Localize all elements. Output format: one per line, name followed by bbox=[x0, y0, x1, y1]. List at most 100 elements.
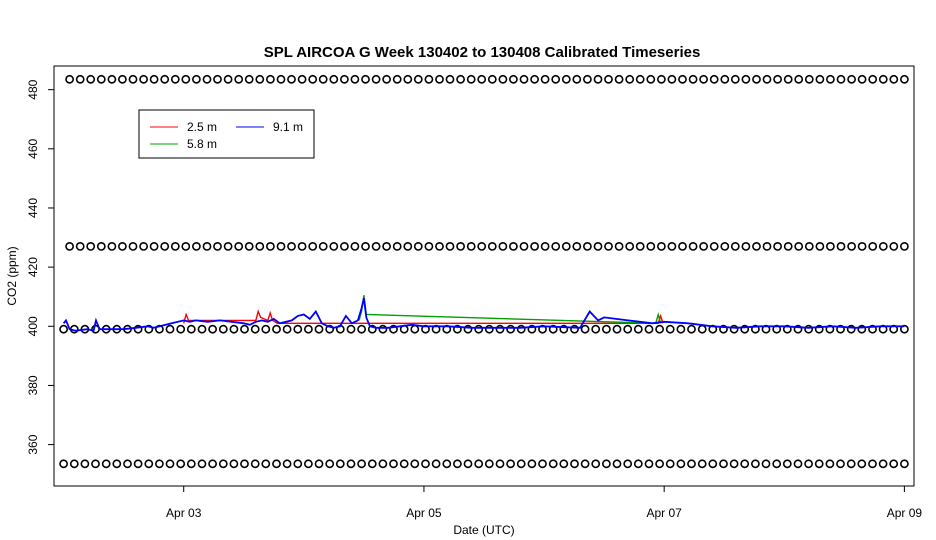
marker-point bbox=[112, 459, 122, 469]
marker-point bbox=[357, 459, 366, 469]
marker-point bbox=[308, 241, 318, 251]
series-lines bbox=[62, 295, 905, 332]
marker-point bbox=[793, 459, 803, 469]
marker-point bbox=[509, 74, 518, 84]
marker-point bbox=[329, 74, 339, 84]
marker-point bbox=[487, 74, 497, 84]
x-tick-label: Apr 03 bbox=[166, 506, 202, 520]
marker-point bbox=[783, 241, 793, 251]
marker-point bbox=[495, 459, 505, 469]
marker-point bbox=[814, 459, 824, 469]
marker-point bbox=[197, 324, 207, 334]
marker-point bbox=[572, 241, 582, 251]
marker-point bbox=[773, 241, 782, 251]
marker-point bbox=[272, 459, 281, 469]
marker-point bbox=[213, 74, 222, 84]
marker-point bbox=[762, 74, 772, 84]
marker-point bbox=[676, 459, 686, 469]
marker-point bbox=[65, 74, 74, 84]
marker-point bbox=[900, 74, 909, 84]
marker-point bbox=[265, 241, 275, 251]
marker-point bbox=[878, 241, 888, 251]
marker-point bbox=[463, 459, 473, 469]
marker-point bbox=[530, 74, 539, 84]
legend-label-5-8m: 5.8 m bbox=[187, 137, 217, 151]
marker-point bbox=[804, 74, 814, 84]
marker-point bbox=[452, 459, 462, 469]
marker-point bbox=[314, 324, 324, 334]
marker-point bbox=[900, 459, 909, 469]
marker-point bbox=[101, 459, 111, 469]
marker-point bbox=[580, 459, 590, 469]
marker-point bbox=[857, 324, 867, 334]
marker-point bbox=[687, 324, 696, 334]
marker-point bbox=[826, 241, 835, 251]
marker-point bbox=[857, 241, 867, 251]
marker-point bbox=[687, 459, 696, 469]
marker-point bbox=[107, 74, 117, 84]
marker-point bbox=[729, 324, 739, 334]
marker-point bbox=[516, 459, 526, 469]
marker-point bbox=[191, 74, 201, 84]
marker-point bbox=[477, 241, 487, 251]
marker-point bbox=[261, 324, 271, 334]
x-tick-label: Apr 09 bbox=[887, 506, 923, 520]
marker-point bbox=[435, 74, 444, 84]
marker-point bbox=[371, 241, 381, 251]
marker-point bbox=[474, 459, 484, 469]
marker-point bbox=[688, 74, 698, 84]
marker-point bbox=[96, 74, 106, 84]
marker-point bbox=[804, 241, 814, 251]
marker-point bbox=[276, 74, 286, 84]
marker-point bbox=[361, 241, 370, 251]
marker-point bbox=[720, 74, 730, 84]
marker-point bbox=[165, 324, 175, 334]
marker-point bbox=[303, 459, 313, 469]
marker-point bbox=[261, 459, 271, 469]
marker-point bbox=[75, 74, 85, 84]
marker-point bbox=[75, 241, 85, 251]
marker-point bbox=[720, 241, 730, 251]
marker-point bbox=[208, 324, 217, 334]
marker-point bbox=[367, 324, 377, 334]
marker-point bbox=[889, 241, 899, 251]
marker-point bbox=[751, 324, 760, 334]
marker-point bbox=[593, 74, 603, 84]
marker-point bbox=[234, 74, 244, 84]
marker-point bbox=[644, 459, 654, 469]
marker-point bbox=[889, 74, 899, 84]
marker-point bbox=[477, 74, 487, 84]
marker-point bbox=[551, 74, 561, 84]
marker-point bbox=[540, 241, 550, 251]
marker-point bbox=[548, 324, 558, 334]
marker-point bbox=[213, 241, 222, 251]
marker-point bbox=[719, 459, 728, 469]
marker-point bbox=[793, 324, 803, 334]
marker-point bbox=[318, 241, 328, 251]
chart-title: SPL AIRCOA G Week 130402 to 130408 Calib… bbox=[264, 44, 701, 61]
marker-point bbox=[740, 324, 750, 334]
marker-point bbox=[498, 74, 508, 84]
marker-point bbox=[868, 324, 877, 334]
marker-point bbox=[699, 241, 708, 251]
marker-point bbox=[339, 74, 349, 84]
marker-point bbox=[559, 324, 569, 334]
marker-point bbox=[551, 241, 561, 251]
marker-point bbox=[772, 459, 782, 469]
marker-point bbox=[741, 241, 751, 251]
marker-point bbox=[889, 459, 899, 469]
marker-point bbox=[495, 324, 505, 334]
marker-point bbox=[487, 241, 497, 251]
marker-point bbox=[612, 324, 622, 334]
marker-point bbox=[255, 241, 265, 251]
marker-point bbox=[591, 324, 601, 334]
marker-point bbox=[435, 241, 444, 251]
marker-point bbox=[160, 241, 170, 251]
marker-point bbox=[602, 324, 611, 334]
marker-point bbox=[804, 324, 813, 334]
x-axis-label: Date (UTC) bbox=[453, 523, 514, 537]
marker-point bbox=[761, 459, 771, 469]
marker-point bbox=[456, 74, 465, 84]
marker-point bbox=[591, 459, 601, 469]
